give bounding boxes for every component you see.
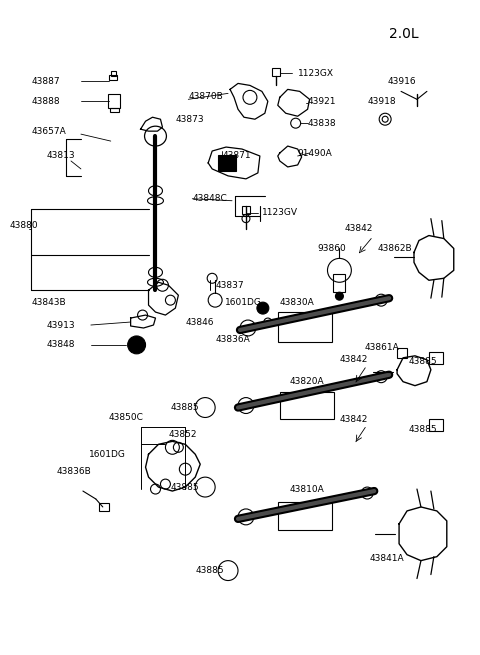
Text: 43885: 43885 [409,425,438,434]
Text: 43846: 43846 [185,318,214,327]
Bar [280,392,335,419]
Text: 43852: 43852 [168,430,197,439]
Circle shape [128,336,145,354]
Bar [334,274,346,292]
Circle shape [240,320,256,336]
Text: 43843B: 43843B [31,297,66,307]
Text: 43921: 43921 [308,97,336,106]
Text: 43830A: 43830A [280,297,314,307]
Text: 43885: 43885 [409,357,438,366]
Text: 43885: 43885 [170,403,199,412]
Text: 43871: 43871 [222,151,251,160]
Text: 43657A: 43657A [31,126,66,136]
Text: 43842: 43842 [339,415,368,424]
Circle shape [382,116,388,122]
Bar [272,67,280,77]
Text: 43861A: 43861A [364,343,399,352]
Circle shape [375,371,387,383]
Bar [111,71,116,77]
Text: 43850C: 43850C [109,413,144,422]
Bar [429,352,443,364]
Text: 1601DG: 1601DG [89,450,126,458]
Bar [218,155,236,171]
Text: 43918: 43918 [367,97,396,106]
Text: 43841A: 43841A [369,554,404,563]
Text: 43885: 43885 [170,483,199,491]
Text: 43888: 43888 [31,97,60,106]
Text: 43848C: 43848C [192,195,227,203]
Bar [278,502,333,530]
Bar [242,206,250,214]
Text: 91490A: 91490A [298,149,333,157]
Bar [429,419,443,432]
Text: 43913: 43913 [46,320,75,329]
Text: 93860: 93860 [318,244,346,253]
Text: 43870B: 43870B [188,92,223,101]
Bar [397,348,407,358]
Text: 43810A: 43810A [290,485,324,494]
Text: 43842: 43842 [339,355,368,364]
Circle shape [375,294,387,306]
Text: 43848: 43848 [46,341,74,349]
Bar [99,503,109,511]
Bar [109,75,117,81]
Bar [110,108,119,112]
Text: 43836B: 43836B [56,466,91,476]
Text: 43836A: 43836A [215,335,250,345]
Circle shape [257,302,269,314]
Text: 43885: 43885 [195,566,224,575]
Text: 43837: 43837 [215,281,244,290]
Text: 43862B: 43862B [377,244,412,253]
Bar [108,94,120,108]
Text: 43820A: 43820A [290,377,324,386]
Text: 43842: 43842 [344,224,373,233]
Text: 43838: 43838 [308,119,336,128]
Circle shape [336,292,343,300]
Circle shape [361,487,373,499]
Text: 43880: 43880 [9,221,38,230]
Text: 43887: 43887 [31,77,60,86]
Text: 1601DG: 1601DG [225,297,262,307]
Text: 43873: 43873 [175,115,204,124]
Text: 43813: 43813 [46,151,75,160]
Bar [278,312,333,342]
Text: 43916: 43916 [387,77,416,86]
Text: 1123GX: 1123GX [298,69,334,78]
Circle shape [238,509,254,525]
Text: 1123GV: 1123GV [262,208,298,217]
Text: 2.0L: 2.0L [389,27,419,41]
Circle shape [238,398,254,413]
